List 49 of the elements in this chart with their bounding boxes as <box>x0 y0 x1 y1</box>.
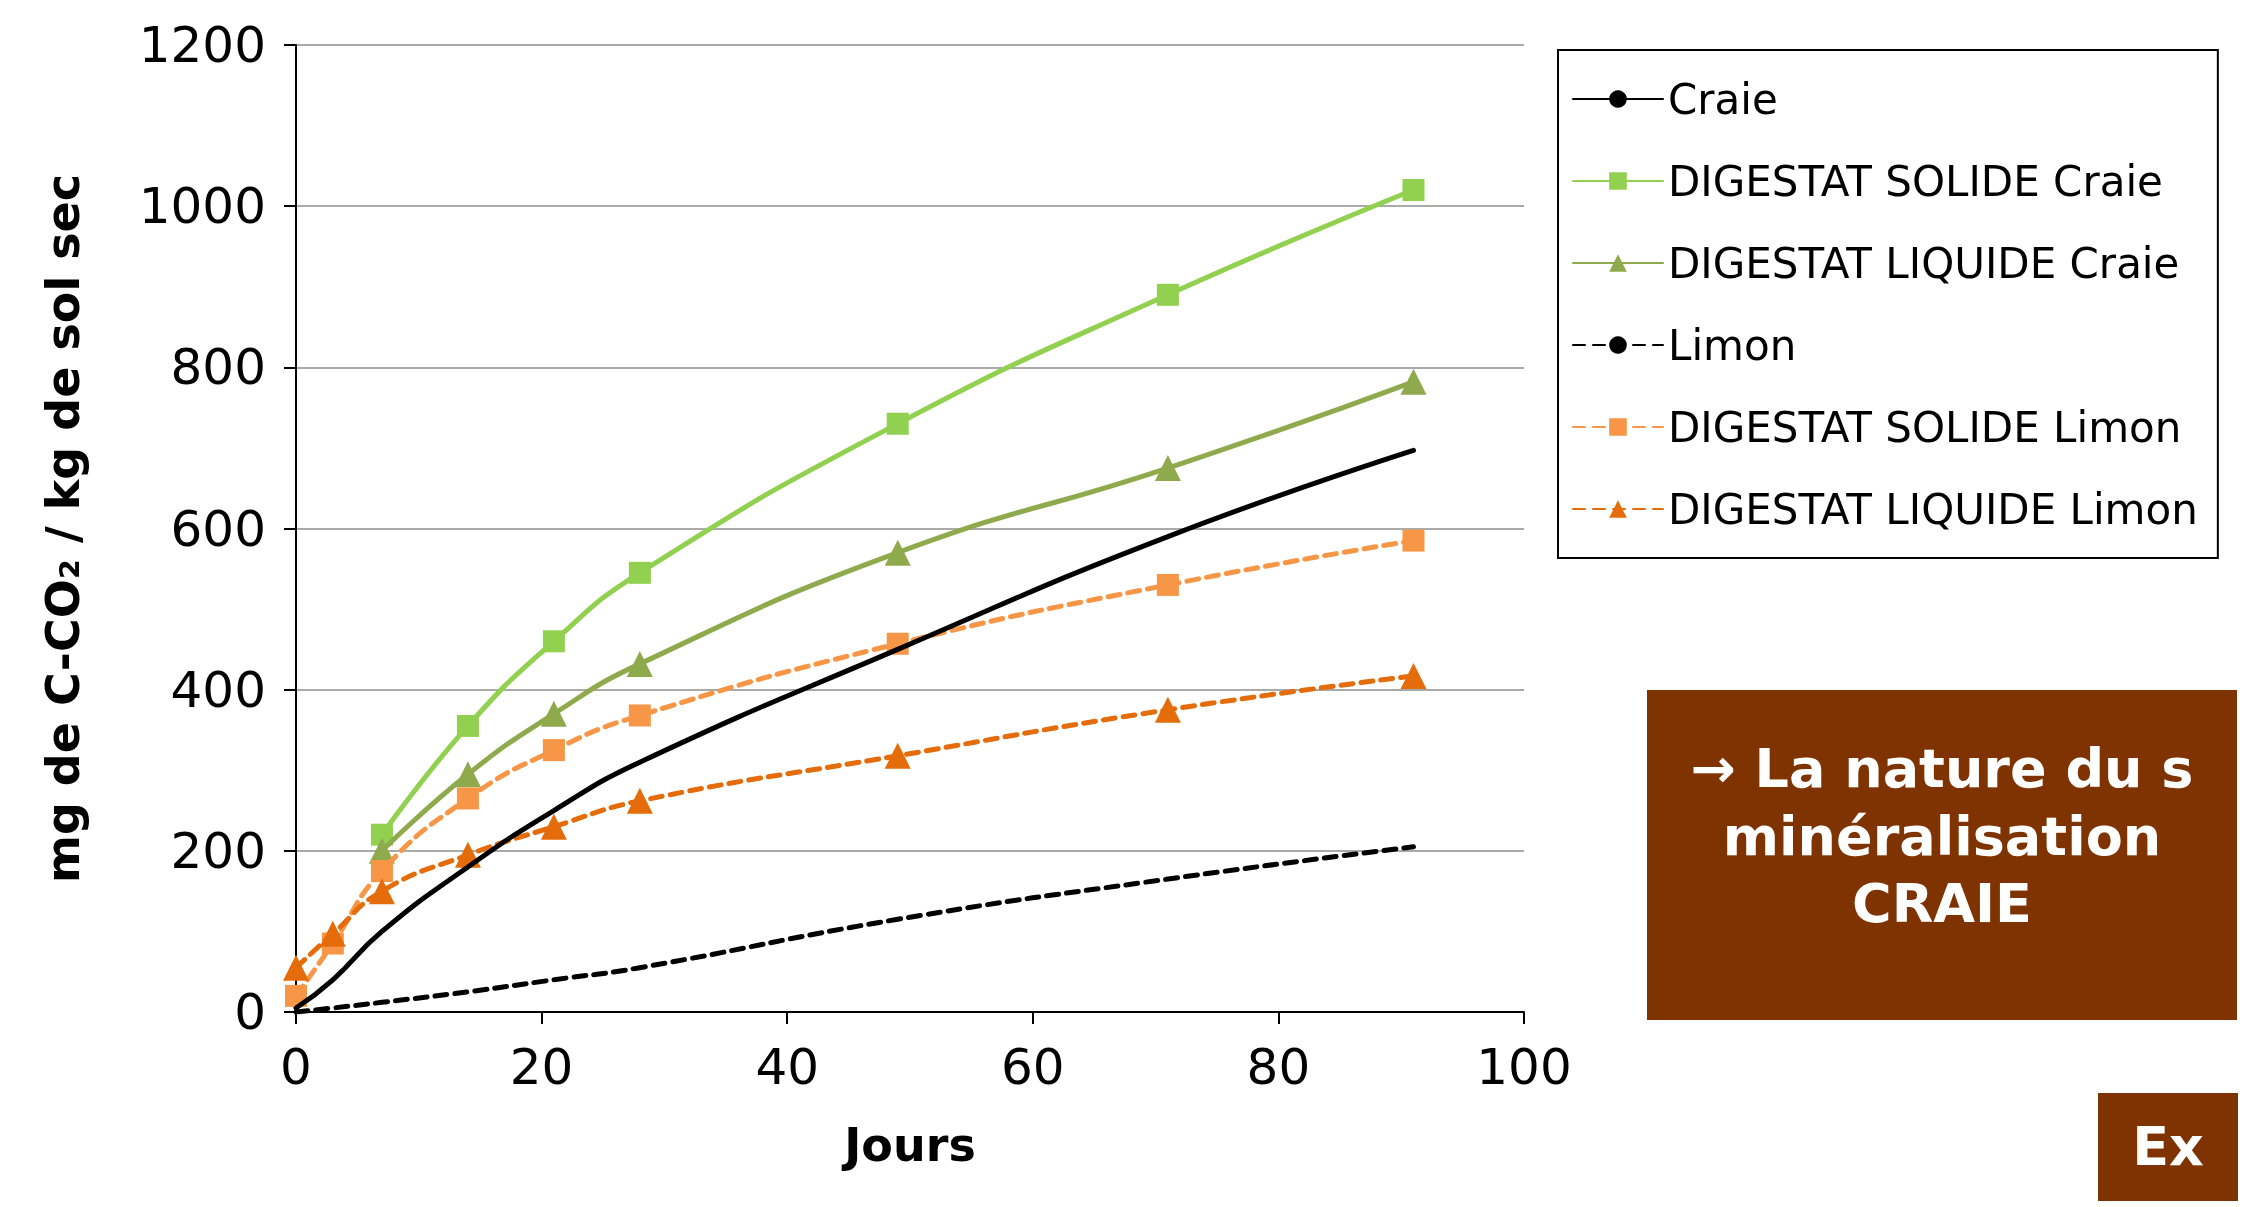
point <box>1156 573 1179 596</box>
point <box>368 878 395 905</box>
point <box>1154 455 1181 482</box>
text: → La nature du s minéralisation CRAIE <box>1647 690 2237 1020</box>
legend-label: Limon <box>1668 320 1797 370</box>
x-tick-label: 60 <box>1000 1038 1065 1096</box>
x-tick-label: 40 <box>755 1038 820 1096</box>
point <box>1400 368 1427 395</box>
legend-label: DIGESTAT LIQUIDE Limon <box>1668 484 2198 534</box>
point <box>542 630 565 653</box>
legend-label: DIGESTAT SOLIDE Craie <box>1668 156 2163 206</box>
point <box>1402 529 1425 552</box>
point <box>626 787 653 814</box>
point <box>626 650 653 677</box>
point <box>370 859 393 882</box>
legend-label: Craie <box>1668 74 1778 124</box>
text: Ex <box>2098 1093 2238 1201</box>
x-tick-label: 100 <box>1476 1038 1572 1096</box>
point <box>628 704 651 727</box>
x-tick-label: 0 <box>280 1038 312 1096</box>
point <box>886 412 909 435</box>
y-tick-label: 800 <box>170 338 266 397</box>
y-tick-label: 1200 <box>138 16 266 74</box>
point <box>540 813 567 840</box>
point <box>628 561 651 584</box>
point <box>884 742 911 769</box>
point <box>456 714 479 737</box>
legend-label: DIGESTAT SOLIDE Limon <box>1668 402 2182 452</box>
x-tick-label: 80 <box>1246 1038 1311 1096</box>
point <box>542 739 565 762</box>
y-tick-label: 0 <box>234 983 266 1041</box>
y-tick-label: 400 <box>170 660 266 719</box>
point <box>456 787 479 810</box>
point <box>283 954 309 981</box>
y-tick-label: 200 <box>170 821 266 880</box>
legend-label: DIGESTAT LIQUIDE Craie <box>1668 238 2180 288</box>
x-tick-label: 20 <box>509 1038 574 1096</box>
point <box>1156 283 1179 306</box>
point <box>540 700 567 727</box>
point <box>454 761 481 788</box>
point <box>1400 662 1427 689</box>
x-axis-title: Jours <box>841 1118 976 1172</box>
y-tick-label: 600 <box>170 499 266 558</box>
point <box>1402 179 1425 202</box>
y-tick-label: 1000 <box>138 177 266 236</box>
point <box>884 539 911 566</box>
point <box>319 920 346 947</box>
point <box>1154 696 1181 723</box>
y-axis-title: mg de C-CO₂ / kg de sol sec <box>36 173 90 884</box>
